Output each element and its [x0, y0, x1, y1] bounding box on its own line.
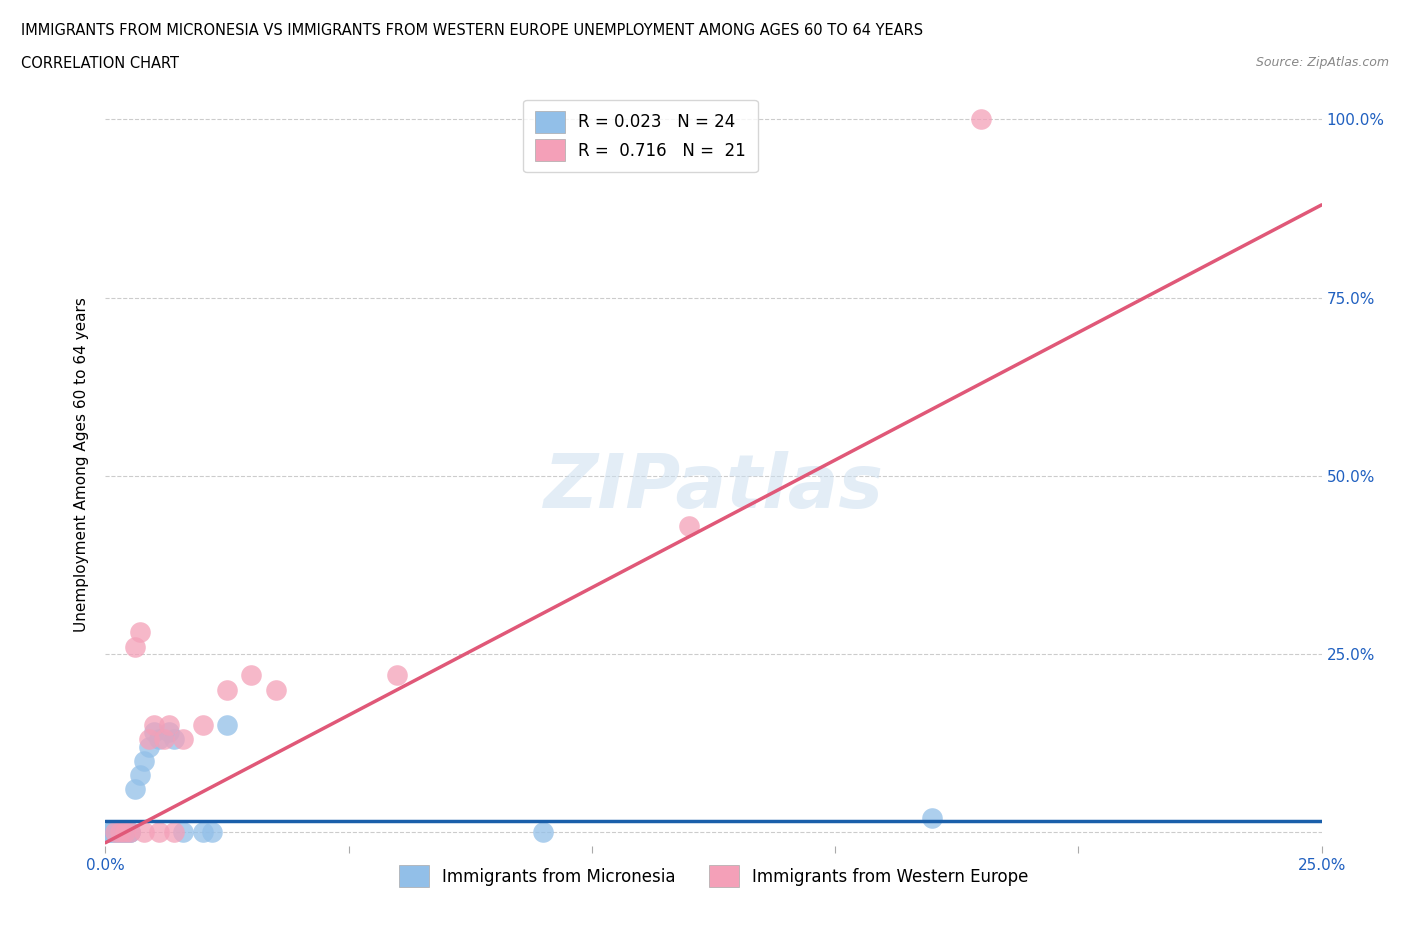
Point	[124, 639, 146, 654]
Point	[970, 112, 993, 126]
Point	[124, 782, 146, 797]
Point	[157, 718, 180, 733]
Point	[104, 825, 127, 840]
Point	[114, 825, 136, 840]
Text: IMMIGRANTS FROM MICRONESIA VS IMMIGRANTS FROM WESTERN EUROPE UNEMPLOYMENT AMONG : IMMIGRANTS FROM MICRONESIA VS IMMIGRANTS…	[21, 23, 924, 38]
Point	[128, 767, 150, 782]
Point	[108, 825, 131, 840]
Point	[98, 825, 121, 840]
Point	[114, 825, 136, 840]
Point	[921, 810, 943, 825]
Point	[191, 718, 214, 733]
Point	[108, 825, 131, 840]
Legend: Immigrants from Micronesia, Immigrants from Western Europe: Immigrants from Micronesia, Immigrants f…	[391, 857, 1036, 896]
Point	[134, 825, 156, 840]
Text: Source: ZipAtlas.com: Source: ZipAtlas.com	[1256, 56, 1389, 69]
Point	[143, 724, 166, 739]
Point	[217, 718, 239, 733]
Point	[678, 518, 700, 533]
Point	[153, 732, 176, 747]
Point	[162, 825, 184, 840]
Point	[201, 825, 224, 840]
Point	[143, 718, 166, 733]
Point	[217, 682, 239, 697]
Point	[118, 825, 141, 840]
Point	[148, 825, 170, 840]
Point	[240, 668, 263, 683]
Point	[134, 753, 156, 768]
Point	[138, 732, 160, 747]
Point	[148, 732, 170, 747]
Point	[191, 825, 214, 840]
Text: ZIPatlas: ZIPatlas	[544, 451, 883, 525]
Point	[531, 825, 554, 840]
Point	[264, 682, 287, 697]
Point	[104, 825, 127, 840]
Point	[157, 724, 180, 739]
Point	[128, 625, 150, 640]
Point	[104, 825, 127, 840]
Text: CORRELATION CHART: CORRELATION CHART	[21, 56, 179, 71]
Point	[162, 732, 184, 747]
Point	[172, 825, 194, 840]
Point	[98, 825, 121, 840]
Point	[114, 825, 136, 840]
Point	[138, 739, 160, 754]
Point	[108, 825, 131, 840]
Point	[118, 825, 141, 840]
Point	[118, 825, 141, 840]
Y-axis label: Unemployment Among Ages 60 to 64 years: Unemployment Among Ages 60 to 64 years	[75, 298, 90, 632]
Point	[172, 732, 194, 747]
Point	[387, 668, 409, 683]
